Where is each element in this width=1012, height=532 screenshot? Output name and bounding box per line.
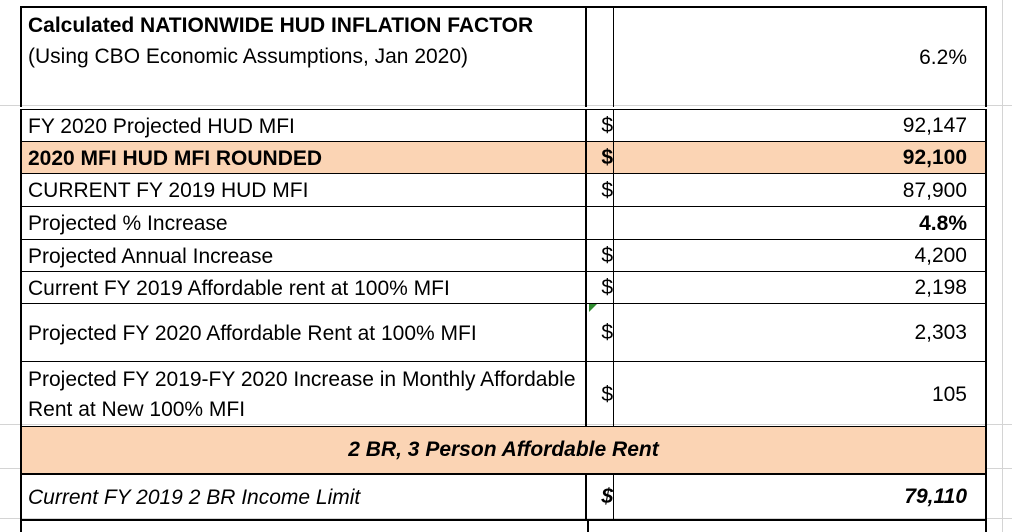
gridline xyxy=(0,518,1012,519)
dollar-sign: $ xyxy=(601,114,613,137)
border xyxy=(587,520,589,532)
gridline xyxy=(0,105,1012,106)
row-value: 2,198 xyxy=(613,272,987,304)
row-value: 79,110 xyxy=(613,475,987,519)
dollar-sign: $ xyxy=(601,276,613,299)
border xyxy=(985,520,987,532)
row-label-text: Projected FY 2019-FY 2020 Increase in Mo… xyxy=(28,367,576,421)
section-header[interactable]: 2 BR, 3 Person Affordable Rent xyxy=(20,426,987,474)
table-row[interactable]: Current FY 2019 Affordable rent at 100% … xyxy=(20,271,987,304)
row-value: 87,900 xyxy=(613,174,987,207)
row-label: Current FY 2019 Affordable rent at 100% … xyxy=(20,272,587,304)
dollar-cell xyxy=(587,207,613,240)
row-value: 2,303 xyxy=(613,304,987,362)
row-value: 4.8% xyxy=(613,207,987,240)
dollar-sign: $ xyxy=(601,244,613,267)
table-row[interactable]: FY 2020 Projected HUD MFI $ 92,147 xyxy=(20,109,987,142)
table-row[interactable]: Projected Annual Increase $ 4,200 xyxy=(20,239,987,272)
dollar-cell xyxy=(587,8,613,107)
row-value: 92,100 xyxy=(613,142,987,174)
table-row[interactable]: CURRENT FY 2019 HUD MFI $ 87,900 xyxy=(20,173,987,207)
row-label: Projected FY 2019-FY 2020 Increase in Mo… xyxy=(20,362,587,427)
dollar-sign: $ xyxy=(601,178,613,202)
row-label-rest: (Using CBO Economic Assumptions, Jan 202… xyxy=(28,45,469,68)
row-label: FY 2020 Projected HUD MFI xyxy=(20,110,587,142)
row-value: 92,147 xyxy=(613,110,987,142)
row-label: Projected FY 2020 Affordable Rent at 100… xyxy=(20,304,587,362)
partial-row xyxy=(20,520,987,532)
row-value: 4,200 xyxy=(613,240,987,272)
table-row[interactable]: Current FY 2019 2 BR Income Limit $ 79,1… xyxy=(20,474,987,521)
dollar-sign: $ xyxy=(601,485,613,508)
comment-indicator-icon[interactable] xyxy=(589,304,597,312)
border xyxy=(20,520,22,532)
table-row[interactable]: Projected FY 2020 Affordable Rent at 100… xyxy=(20,303,987,362)
table-row[interactable]: Calculated NATIONWIDE HUD INFLATION FACT… xyxy=(20,6,987,107)
table-row-highlighted[interactable]: 2020 MFI HUD MFI ROUNDED $ 92,100 xyxy=(20,141,987,174)
row-label: Calculated NATIONWIDE HUD INFLATION FACT… xyxy=(20,8,587,107)
row-label-bold: Calculated NATIONWIDE HUD INFLATION FACT… xyxy=(28,14,534,37)
dollar-sign: $ xyxy=(601,382,613,406)
gridline xyxy=(0,424,1012,425)
row-label: 2020 MFI HUD MFI ROUNDED xyxy=(20,142,587,174)
section-title: 2 BR, 3 Person Affordable Rent xyxy=(348,438,659,461)
table-row[interactable]: Projected % Increase 4.8% xyxy=(20,206,987,240)
row-label: Current FY 2019 2 BR Income Limit xyxy=(20,475,587,519)
gridline xyxy=(1002,0,1003,532)
row-value: 6.2% xyxy=(613,8,987,107)
dollar-sign: $ xyxy=(601,321,613,344)
row-value: 105 xyxy=(613,362,987,427)
table-row[interactable]: Projected FY 2019-FY 2020 Increase in Mo… xyxy=(20,361,987,427)
row-label: CURRENT FY 2019 HUD MFI xyxy=(20,174,587,207)
dollar-sign: $ xyxy=(601,146,613,169)
row-label: Projected % Increase xyxy=(20,207,587,240)
row-label: Projected Annual Increase xyxy=(20,240,587,272)
